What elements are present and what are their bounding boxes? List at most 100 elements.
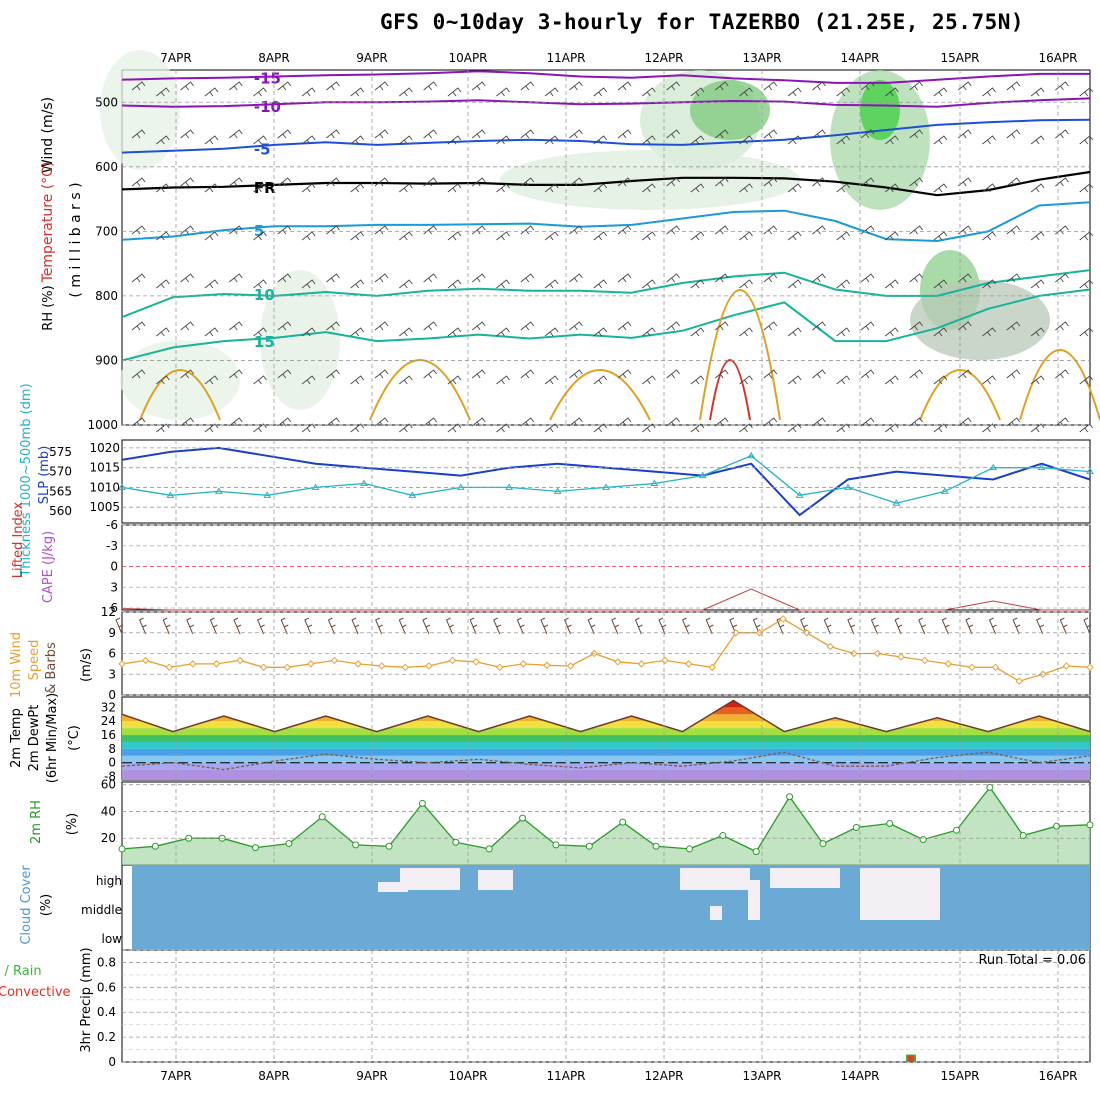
ua-barb-0-12 (423, 81, 437, 91)
ua-barb-3-37 (1030, 231, 1045, 241)
ua-barb-2-30 (860, 177, 875, 187)
ua-barb-4-4 (228, 273, 243, 283)
ua-barb-1-18 (569, 129, 583, 139)
ua-barb-0-10 (374, 81, 389, 91)
isotherm-label--15: -15 (254, 70, 281, 88)
ua-barb-1-22 (666, 129, 680, 139)
ua-barb-1-38 (1055, 129, 1069, 139)
t2-band-5 (122, 735, 1090, 742)
ua-barb-7-26 (763, 417, 778, 427)
precip-label-b: Total / Rain (0, 964, 42, 979)
thickness-pt-4 (311, 483, 320, 490)
ua-barb-6-30 (860, 369, 875, 379)
ua-barb-5-27 (787, 327, 802, 337)
ua-barb-0-4 (228, 81, 243, 91)
ua-barb-0-28 (812, 81, 826, 91)
ua-barb-5-26 (763, 321, 778, 331)
w10-pt-35 (944, 660, 953, 668)
ua-barb-3-12 (423, 225, 437, 235)
temp2m-axis-title: 2m Temp 2m DewPt (6hr Min/Max) (°C) (9, 693, 82, 783)
ua-barb-3-13 (447, 231, 462, 241)
ua-barb-2-37 (1030, 183, 1045, 193)
precip-label-c: Convective (0, 985, 71, 1000)
ua-barb-2-16 (520, 177, 535, 187)
thickness-pt-18 (989, 463, 998, 471)
ua-temp-label: Temperature (°C) (40, 162, 56, 284)
ua-barb-2-29 (836, 183, 851, 193)
isotherm--5 (121, 118, 1091, 154)
li-tick-1: -3 (106, 539, 118, 553)
warm-contour-5 (1019, 349, 1100, 421)
ua-barb-5-9 (350, 327, 365, 337)
rh-shade-8 (120, 340, 240, 420)
ua-barb-2-34 (957, 177, 972, 187)
ua-barb-1-5 (253, 135, 267, 145)
warm-contour-0 (139, 369, 221, 421)
ua-barb-2-18 (569, 177, 583, 187)
thickness-pt-12 (698, 471, 707, 479)
slp-line (121, 446, 1091, 517)
rh2-pt-8 (385, 842, 393, 850)
grid-lines (122, 70, 1090, 1063)
w10-barb-37 (988, 617, 997, 635)
ua-barb-6-5 (253, 375, 267, 385)
w10-pt-2 (165, 663, 173, 672)
w10-pt-7 (283, 663, 291, 672)
thickness-pt-3 (263, 491, 272, 498)
ua-barb-2-25 (739, 183, 753, 193)
ua-barb-1-29 (836, 135, 851, 145)
run-total: Run Total = 0.06 (978, 953, 1086, 968)
w10-pt-25 (708, 663, 716, 672)
ua-barb-0-36 (1006, 81, 1021, 91)
ua-barb-0-3 (204, 87, 219, 97)
isotherm-5 (121, 201, 1091, 243)
w10-barb-21 (611, 617, 620, 635)
ua-barb-5-35 (982, 327, 996, 337)
w10-barb-27 (752, 617, 761, 635)
ua-barb-4-0 (131, 273, 146, 283)
ua-barb-5-20 (617, 321, 632, 331)
date-top-6: 13APR (742, 51, 781, 65)
ua-barb-0-38 (1055, 81, 1069, 91)
w10-tick-3: 3 (108, 667, 116, 681)
thickness-line (121, 455, 1091, 504)
ua-barb-4-28 (812, 273, 826, 283)
cloud-label-b: (%) (39, 894, 54, 917)
ua-barb-1-23 (690, 135, 705, 145)
isotherm-label-5: 5 (254, 222, 264, 240)
ua-barb-3-6 (277, 225, 292, 235)
ua-barb-5-2 (180, 321, 194, 331)
ua-barb-3-5 (253, 231, 267, 241)
ua-barb-2-20 (617, 177, 632, 187)
date-top-1: 8APR (258, 51, 289, 65)
t2-band-7 (122, 721, 1090, 729)
ua-barb-6-3 (204, 375, 219, 385)
w10-barb-11 (375, 617, 383, 635)
slp-tick-1: 1015 (89, 461, 120, 475)
thickness-pt-17 (940, 487, 949, 494)
ua-barb-3-28 (812, 225, 826, 235)
ua-barb-6-14 (471, 369, 486, 379)
w10-barb-18 (540, 617, 549, 635)
ua-barb-1-20 (617, 129, 632, 139)
ua-barb-2-32 (909, 177, 923, 187)
w10-pt-6 (259, 663, 268, 672)
ua-barb-5-31 (885, 327, 899, 337)
w10-barb-20 (587, 617, 596, 635)
w10-pt-10 (354, 660, 362, 668)
ua-barb-7-35 (982, 423, 996, 433)
ua-barb-4-34 (957, 273, 972, 283)
date-bottom-6: 13APR (742, 1069, 781, 1083)
w10-pt-13 (425, 662, 433, 670)
isotherm-FR (121, 170, 1091, 197)
w10-tick-2: 6 (108, 647, 116, 661)
w10-pt-41 (1086, 663, 1094, 672)
ua-barb-2-4 (228, 177, 243, 187)
ua-barb-4-8 (326, 273, 340, 283)
cape-line (121, 588, 1090, 611)
thickness-pt-6 (408, 491, 417, 498)
w10-pt-22 (637, 660, 646, 668)
ua-barb-5-36 (1006, 321, 1021, 331)
date-bottom-5: 12APR (644, 1069, 683, 1083)
